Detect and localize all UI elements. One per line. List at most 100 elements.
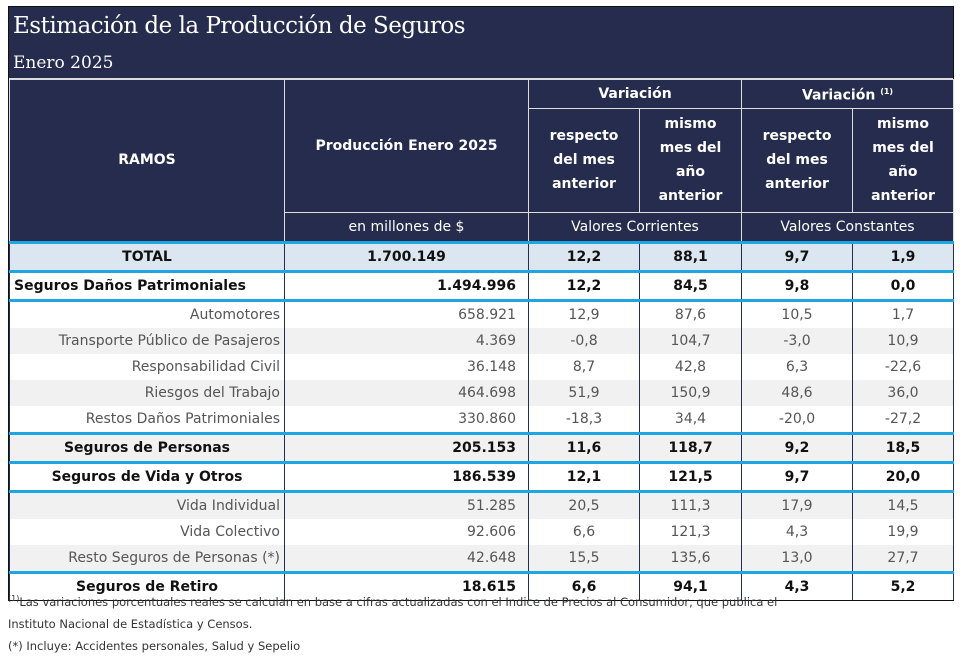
row-label: Automotores [9, 298, 285, 328]
cell-v2: 88,1 [638, 240, 743, 272]
header-constantes: Valores Constantes [741, 211, 955, 243]
cell-prod: 658.921 [284, 298, 529, 328]
header-unit: en millones de $ [284, 211, 529, 243]
row-label: Seguros de Vida y Otros [9, 460, 285, 492]
cell-v2: 42,8 [638, 353, 743, 380]
cell-v3: 9,8 [741, 269, 854, 301]
table-row: Seguros de Retiro 18.615 6,6 94,1 4,3 5,2 [9, 570, 955, 600]
cell-v3: 10,5 [741, 298, 854, 328]
cell-v1: 12,2 [528, 240, 640, 272]
cell-v3: -3,0 [741, 327, 854, 354]
insurance-production-table: Estimación de la Producción de Seguros E… [8, 6, 955, 601]
cell-v3: 9,2 [741, 431, 854, 463]
cell-v4: 27,7 [852, 544, 955, 573]
header-variacion: Variación [527, 79, 743, 109]
cell-v2: 84,5 [638, 269, 743, 301]
row-label: Responsabilidad Civil [9, 353, 285, 380]
cell-v1: -0,8 [528, 327, 640, 354]
cell-v1: 51,9 [528, 379, 640, 406]
header-respecto-corr: respecto del mes anterior [528, 107, 640, 213]
cell-v3: 13,0 [741, 544, 854, 573]
cell-prod: 186.539 [284, 460, 529, 492]
data-table: RAMOS Producción Enero 2025 Variación Va… [9, 79, 955, 600]
cell-v4: 18,5 [852, 431, 955, 463]
cell-prod: 464.698 [284, 379, 529, 406]
cell-v4: 14,5 [852, 489, 955, 519]
table-row: Riesgos del Trabajo 464.698 51,9 150,9 48,6 3… [9, 379, 955, 406]
cell-v2: 104,7 [638, 327, 743, 354]
cell-prod: 36.148 [284, 353, 529, 380]
cell-v4: 36,0 [852, 379, 955, 406]
header-respecto-const: respecto del mes anterior [741, 107, 854, 213]
cell-v3: 4,3 [741, 518, 854, 545]
cell-v2: 121,3 [638, 518, 743, 545]
row-label: TOTAL [9, 240, 285, 272]
cell-prod: 51.285 [284, 489, 529, 519]
row-label: Restos Daños Patrimoniales [9, 405, 285, 434]
table-row: Seguros de Vida y Otros 186.539 12,1 121,5 9… [9, 460, 955, 492]
cell-v4: 19,9 [852, 518, 955, 545]
cell-v4: 0,0 [852, 269, 955, 301]
row-label: Riesgos del Trabajo [9, 379, 285, 406]
cell-v4: -27,2 [852, 405, 955, 434]
cell-v3: 9,7 [741, 460, 854, 492]
cell-prod: 18.615 [284, 570, 529, 600]
cell-v1: -18,3 [528, 405, 640, 434]
table-row: Automotores 658.921 12,9 87,6 10,5 1,7 [9, 298, 955, 328]
cell-v1: 12,9 [528, 298, 640, 328]
header-produccion: Producción Enero 2025 [284, 79, 529, 213]
header-variacion-real: Variación (1) [741, 79, 955, 109]
cell-prod: 1.494.996 [284, 269, 529, 301]
table-row: TOTAL 1.700.149 12,2 88,1 9,7 1,9 [9, 240, 955, 272]
header-mismo-corr: mismo mes del año anterior [638, 107, 743, 213]
cell-v2: 111,3 [638, 489, 743, 519]
table-row: Vida Colectivo 92.606 6,6 121,3 4,3 19,9 [9, 518, 955, 545]
row-label: Vida Individual [9, 489, 285, 519]
table-row: Transporte Público de Pasajeros 4.369 -0,8… [9, 327, 955, 354]
page-title: Estimación de la Producción de Seguros [13, 13, 466, 39]
row-label: Seguros de Retiro [9, 570, 285, 600]
cell-v3: 9,7 [741, 240, 854, 272]
cell-v4: -22,6 [852, 353, 955, 380]
footnotes: (1)Las variaciones porcentuales reales s… [8, 588, 777, 657]
footnote-1: (1)Las variaciones porcentuales reales s… [8, 594, 778, 609]
cell-prod: 4.369 [284, 327, 529, 354]
cell-v3: 48,6 [741, 379, 854, 406]
header-mismo-const: mismo mes del año anterior [852, 107, 955, 213]
cell-prod: 1.700.149 [284, 240, 529, 272]
row-label: Transporte Público de Pasajeros [9, 327, 285, 354]
page-subtitle: Enero 2025 [9, 45, 953, 79]
cell-v4: 10,9 [852, 327, 955, 354]
cell-v1: 6,6 [528, 570, 640, 600]
cell-v1: 20,5 [528, 489, 640, 519]
cell-v1: 8,7 [528, 353, 640, 380]
cell-v2: 150,9 [638, 379, 743, 406]
cell-v2: 118,7 [638, 431, 743, 463]
cell-v2: 87,6 [638, 298, 743, 328]
cell-v1: 12,1 [528, 460, 640, 492]
cell-v4: 1,7 [852, 298, 955, 328]
cell-v1: 11,6 [528, 431, 640, 463]
header-ramos: RAMOS [9, 79, 285, 243]
cell-prod: 92.606 [284, 518, 529, 545]
row-label: Vida Colectivo [9, 518, 285, 545]
table-row: Vida Individual 51.285 20,5 111,3 17,9 14,5 [9, 489, 955, 519]
cell-v3: 4,3 [741, 570, 854, 600]
cell-prod: 42.648 [284, 544, 529, 573]
cell-v2: 121,5 [638, 460, 743, 492]
cell-v1: 12,2 [528, 269, 640, 301]
cell-prod: 330.860 [284, 405, 529, 434]
cell-v4: 5,2 [852, 570, 955, 600]
cell-v3: 6,3 [741, 353, 854, 380]
cell-v2: 135,6 [638, 544, 743, 573]
cell-v4: 20,0 [852, 460, 955, 492]
table-row: Resto Seguros de Personas (*) 42.648 15,5 1… [9, 544, 955, 573]
cell-v2: 94,1 [638, 570, 743, 600]
cell-v3: -20,0 [741, 405, 854, 434]
table-row: Restos Daños Patrimoniales 330.860 -18,3 34… [9, 405, 955, 434]
cell-v1: 15,5 [528, 544, 640, 573]
cell-prod: 205.153 [284, 431, 529, 463]
cell-v3: 17,9 [741, 489, 854, 519]
table-row: Responsabilidad Civil 36.148 8,7 42,8 6,3 -22… [9, 353, 955, 380]
table-row: Seguros de Personas 205.153 11,6 118,7 9,2 18… [9, 431, 955, 463]
